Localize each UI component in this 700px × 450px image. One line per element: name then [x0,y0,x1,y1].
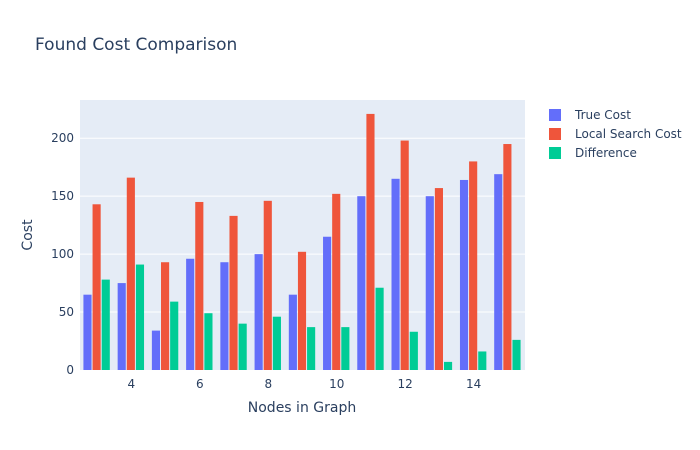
bar-difference[interactable] [341,327,350,370]
bar-difference[interactable] [375,287,384,370]
bar-true-cost[interactable] [288,294,297,370]
bar-true-cost[interactable] [117,283,126,370]
x-tick-label: 6 [196,377,204,391]
legend[interactable]: True Cost Local Search Cost Difference [549,108,682,160]
bar-true-cost[interactable] [323,236,332,370]
legend-swatch [549,128,561,140]
y-tick-label: 0 [66,363,74,377]
bar-difference[interactable] [272,316,281,370]
legend-swatch [549,147,561,159]
chart-title: Found Cost Comparison [35,35,237,55]
y-tick-label: 200 [51,131,74,145]
legend-item[interactable]: True Cost [549,108,631,122]
bar-local-search-cost[interactable] [92,204,101,370]
bar-difference[interactable] [512,339,521,370]
bar-difference[interactable] [135,264,145,370]
y-axis-ticks: 0 50 100 150 200 [51,131,74,377]
bar-difference[interactable] [101,279,110,370]
bar-local-search-cost[interactable] [469,161,478,370]
bar-true-cost[interactable] [494,174,503,370]
bar-local-search-cost[interactable] [332,193,341,370]
bar-local-search-cost[interactable] [263,200,272,370]
bar-local-search-cost[interactable] [400,140,409,370]
x-tick-label: 10 [329,377,344,391]
bar-difference[interactable] [238,323,247,370]
legend-label: Difference [575,146,637,160]
bar-difference[interactable] [409,331,418,370]
bar-true-cost[interactable] [151,330,161,370]
bar-true-cost[interactable] [425,196,434,370]
bar-local-search-cost[interactable] [229,215,238,370]
bar-local-search-cost[interactable] [126,177,135,370]
y-axis-title: Cost [20,219,36,251]
bar-true-cost[interactable] [459,179,469,370]
y-tick-label: 50 [59,305,74,319]
bar-local-search-cost[interactable] [195,201,204,370]
legend-label: Local Search Cost [575,127,682,141]
bar-local-search-cost[interactable] [434,188,443,370]
x-tick-label: 12 [398,377,413,391]
x-axis-ticks: 4 6 8 10 12 14 [128,377,482,391]
bar-difference[interactable] [204,313,213,370]
x-tick-label: 8 [264,377,272,391]
bar-true-cost[interactable] [254,254,263,370]
x-tick-label: 4 [128,377,136,391]
bar-true-cost[interactable] [186,258,195,370]
bar-local-search-cost[interactable] [503,144,512,370]
bar-difference[interactable] [443,361,453,370]
bars [83,113,521,370]
legend-swatch [549,109,561,121]
x-tick-label: 14 [466,377,481,391]
bar-local-search-cost[interactable] [366,113,375,370]
bar-difference[interactable] [307,327,316,370]
bar-true-cost[interactable] [220,262,229,370]
legend-item[interactable]: Local Search Cost [549,127,682,141]
bar-local-search-cost[interactable] [297,251,307,370]
legend-label: True Cost [574,108,631,122]
bar-true-cost[interactable] [83,294,92,370]
bar-true-cost[interactable] [357,196,366,370]
y-tick-label: 100 [51,247,74,261]
bar-difference[interactable] [478,351,487,370]
legend-item[interactable]: Difference [549,146,637,160]
x-axis-title: Nodes in Graph [248,400,356,416]
bar-true-cost[interactable] [391,178,400,370]
bar-local-search-cost[interactable] [161,262,170,370]
y-tick-label: 150 [51,189,74,203]
bar-difference[interactable] [170,301,179,370]
